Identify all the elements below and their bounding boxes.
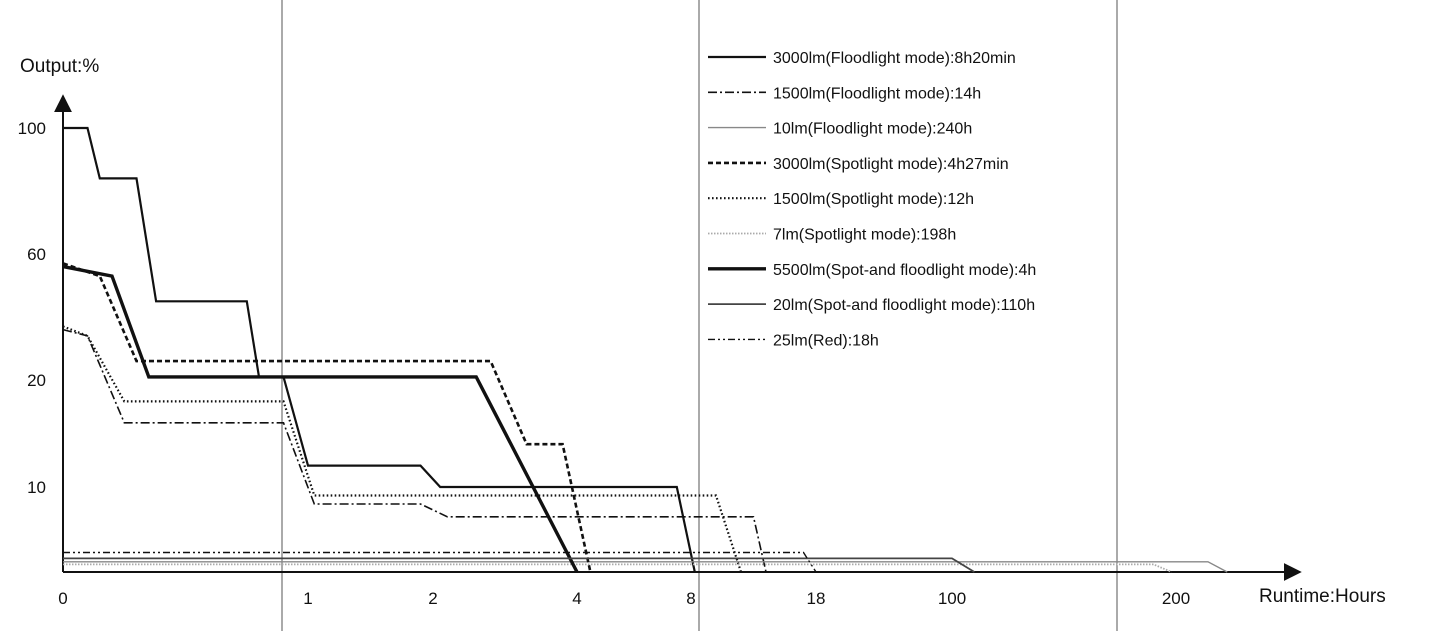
x-tick-label: 8: [686, 589, 695, 608]
legend-label: 5500lm(Spot-and floodlight mode):4h: [773, 262, 1036, 279]
series-line-1: [63, 126, 696, 573]
legend-label: 20lm(Spot-and floodlight mode):110h: [773, 297, 1035, 314]
legend-label: 3000lm(Floodlight mode):8h20min: [773, 50, 1016, 67]
series-line-7: [62, 264, 579, 573]
series-line-3: [63, 561, 1228, 573]
legend-label: 1500lm(Floodlight mode):14h: [773, 85, 981, 102]
y-axis-title: Output:%: [20, 56, 99, 77]
x-axis-title: Runtime:Hours: [1259, 586, 1386, 607]
x-tick-label: 200: [1162, 589, 1190, 608]
legend: 3000lm(Floodlight mode):8h20min 1500lm(Fl…: [708, 50, 1036, 349]
legend-label: 25lm(Red):18h: [773, 332, 879, 349]
series-line-2: [62, 328, 767, 573]
series-line-5: [62, 325, 743, 573]
x-tick-label: 100: [938, 589, 966, 608]
y-tick-label: 20: [27, 371, 46, 390]
x-tick-label: 2: [428, 589, 437, 608]
tick-labels: 0 1 2 4 8 18 100 200 100 60 20 10: [18, 119, 1191, 608]
x-tick-label: 0: [58, 589, 67, 608]
series-lines: [62, 126, 1228, 573]
legend-label: 7lm(Spotlight mode):198h: [773, 227, 956, 244]
x-tick-label: 4: [572, 589, 581, 608]
series-line-9: [63, 551, 817, 573]
legend-label: 10lm(Floodlight mode):240h: [773, 121, 972, 138]
series-line-8: [63, 557, 975, 573]
legend-label: 3000lm(Spotlight mode):4h27min: [773, 156, 1009, 173]
legend-label: 1500lm(Spotlight mode):12h: [773, 191, 974, 208]
series-line-6: [63, 563, 1172, 573]
x-tick-label: 1: [303, 589, 312, 608]
y-tick-label: 100: [18, 119, 46, 138]
y-tick-label: 10: [27, 478, 46, 497]
vertical-grid-lines: [281, 0, 1118, 631]
y-tick-label: 60: [27, 245, 46, 264]
x-tick-label: 18: [807, 589, 826, 608]
series-line-4: [62, 262, 592, 573]
